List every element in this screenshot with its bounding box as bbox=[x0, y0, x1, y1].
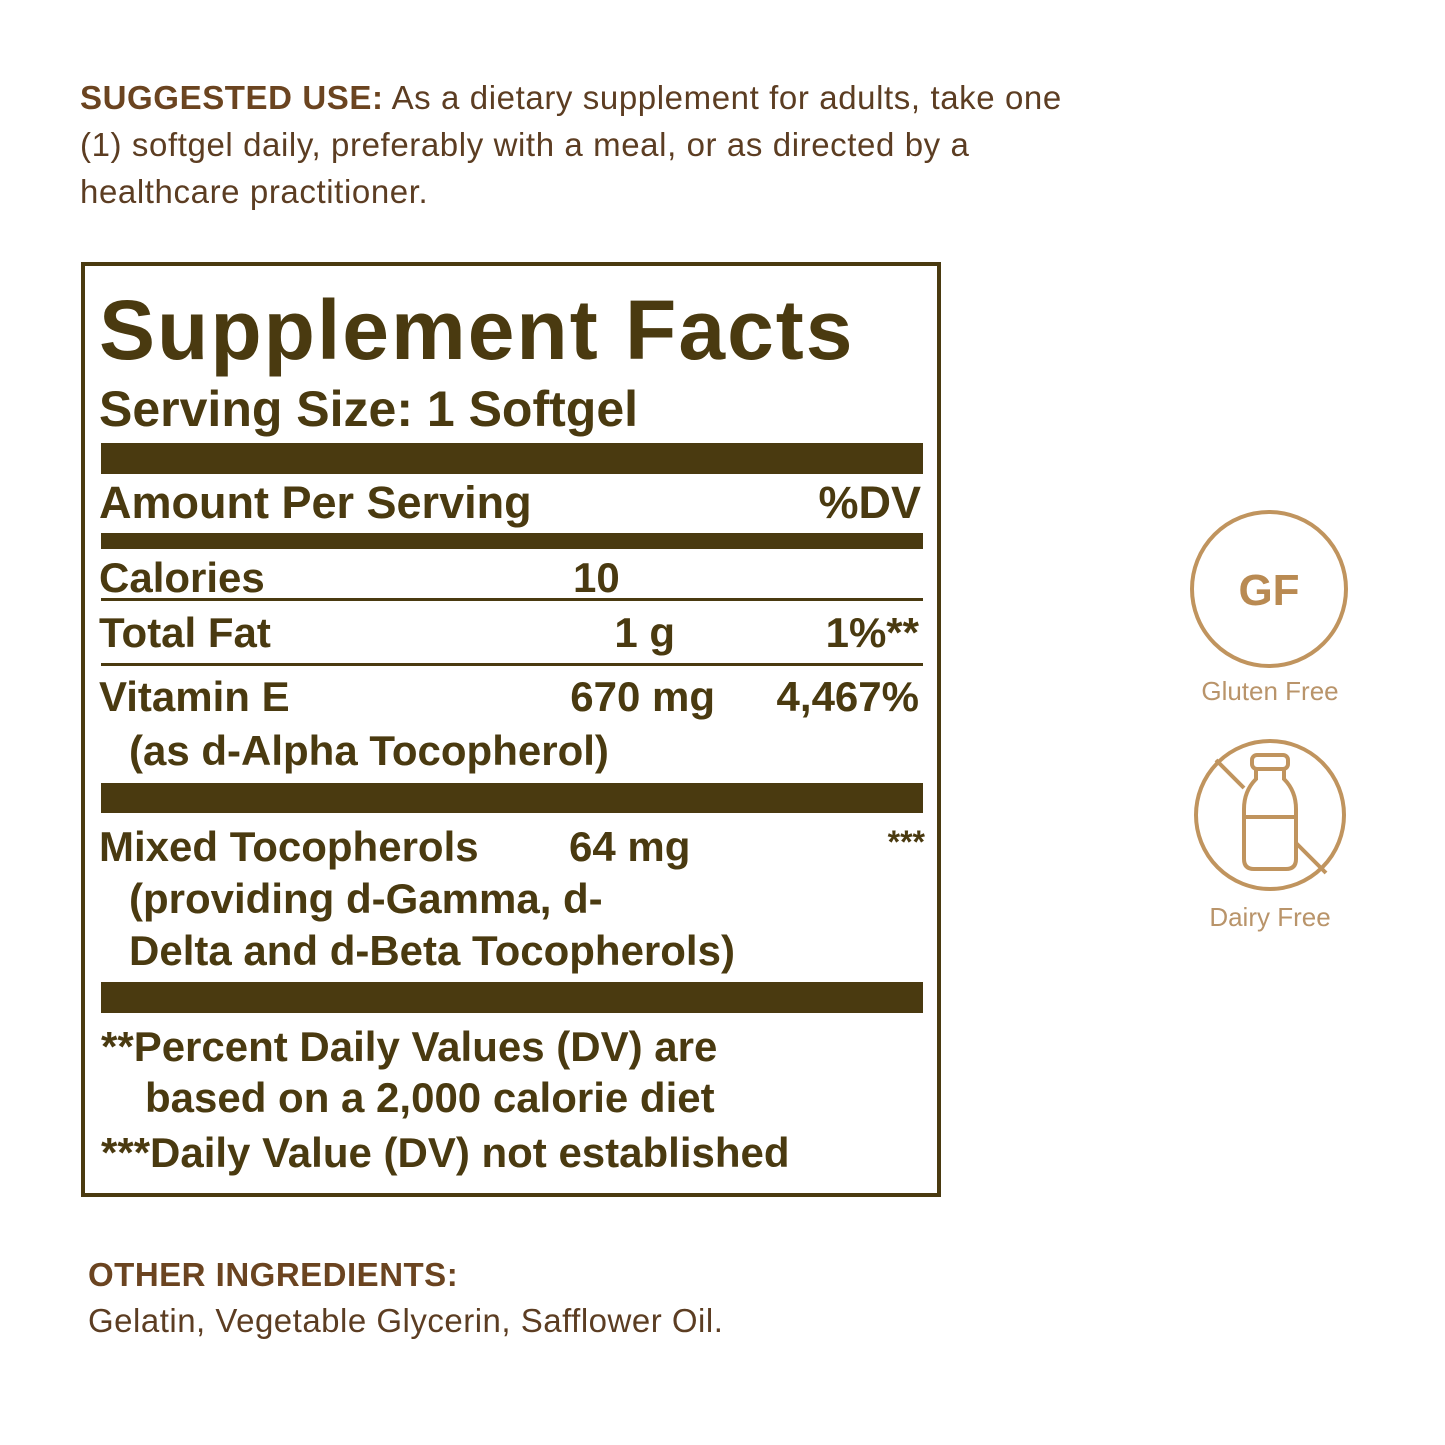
footnote-not-established: ***Daily Value (DV) not established bbox=[101, 1129, 790, 1176]
mixed-tocopherols-source-1: (providing d-Gamma, d- bbox=[129, 875, 603, 922]
suggested-use-text: As a dietary supplement for adults, take… bbox=[80, 79, 1062, 210]
divider-thin bbox=[101, 598, 923, 601]
total-fat-label: Total Fat bbox=[99, 609, 271, 656]
gf-mark: GF bbox=[1238, 566, 1299, 615]
divider-thin bbox=[101, 663, 923, 666]
amount-header: Amount Per Serving bbox=[99, 477, 532, 528]
divider-thick bbox=[101, 443, 923, 474]
divider-medium bbox=[101, 533, 923, 549]
other-ingredients-text: Gelatin, Vegetable Glycerin, Safflower O… bbox=[88, 1302, 724, 1339]
suggested-use: SUGGESTED USE: As a dietary supplement f… bbox=[80, 74, 1080, 215]
footnote-dv-2: based on a 2,000 calorie diet bbox=[145, 1074, 715, 1121]
dv-header: %DV bbox=[818, 477, 921, 528]
divider-thick bbox=[101, 982, 923, 1013]
dairy-free-icon bbox=[1192, 737, 1352, 897]
facts-title: Supplement Facts bbox=[99, 283, 855, 377]
dairy-free-label: Dairy Free bbox=[1209, 902, 1331, 932]
total-fat-amount: 1 g bbox=[614, 609, 675, 656]
vitamin-e-dv: 4,467% bbox=[776, 673, 919, 720]
other-ingredients-label: OTHER INGREDIENTS: bbox=[88, 1256, 459, 1293]
mixed-tocopherols-amount: 64 mg bbox=[569, 823, 691, 870]
mixed-tocopherols-dv: *** bbox=[887, 824, 925, 860]
supplement-facts-panel: Supplement Facts Serving Size: 1 Softgel… bbox=[81, 262, 941, 1197]
mixed-tocopherols-source-2: Delta and d-Beta Tocopherols) bbox=[129, 927, 735, 974]
total-fat-dv: 1%** bbox=[825, 609, 919, 656]
vitamin-e-source: (as d-Alpha Tocopherol) bbox=[129, 727, 609, 774]
calories-amount: 10 bbox=[573, 554, 620, 601]
gluten-free-label: Gluten Free bbox=[1201, 676, 1339, 706]
calories-label: Calories bbox=[99, 554, 265, 601]
mixed-tocopherols-label: Mixed Tocopherols bbox=[99, 823, 479, 870]
vitamin-e-label: Vitamin E bbox=[99, 673, 290, 720]
serving-size: Serving Size: 1 Softgel bbox=[99, 381, 639, 437]
suggested-use-label: SUGGESTED USE: bbox=[80, 79, 384, 116]
divider-thick bbox=[101, 783, 923, 813]
vitamin-e-amount: 670 mg bbox=[570, 673, 715, 720]
footnote-dv-1: **Percent Daily Values (DV) are bbox=[101, 1023, 718, 1070]
gluten-free-icon: GF bbox=[1188, 509, 1350, 671]
